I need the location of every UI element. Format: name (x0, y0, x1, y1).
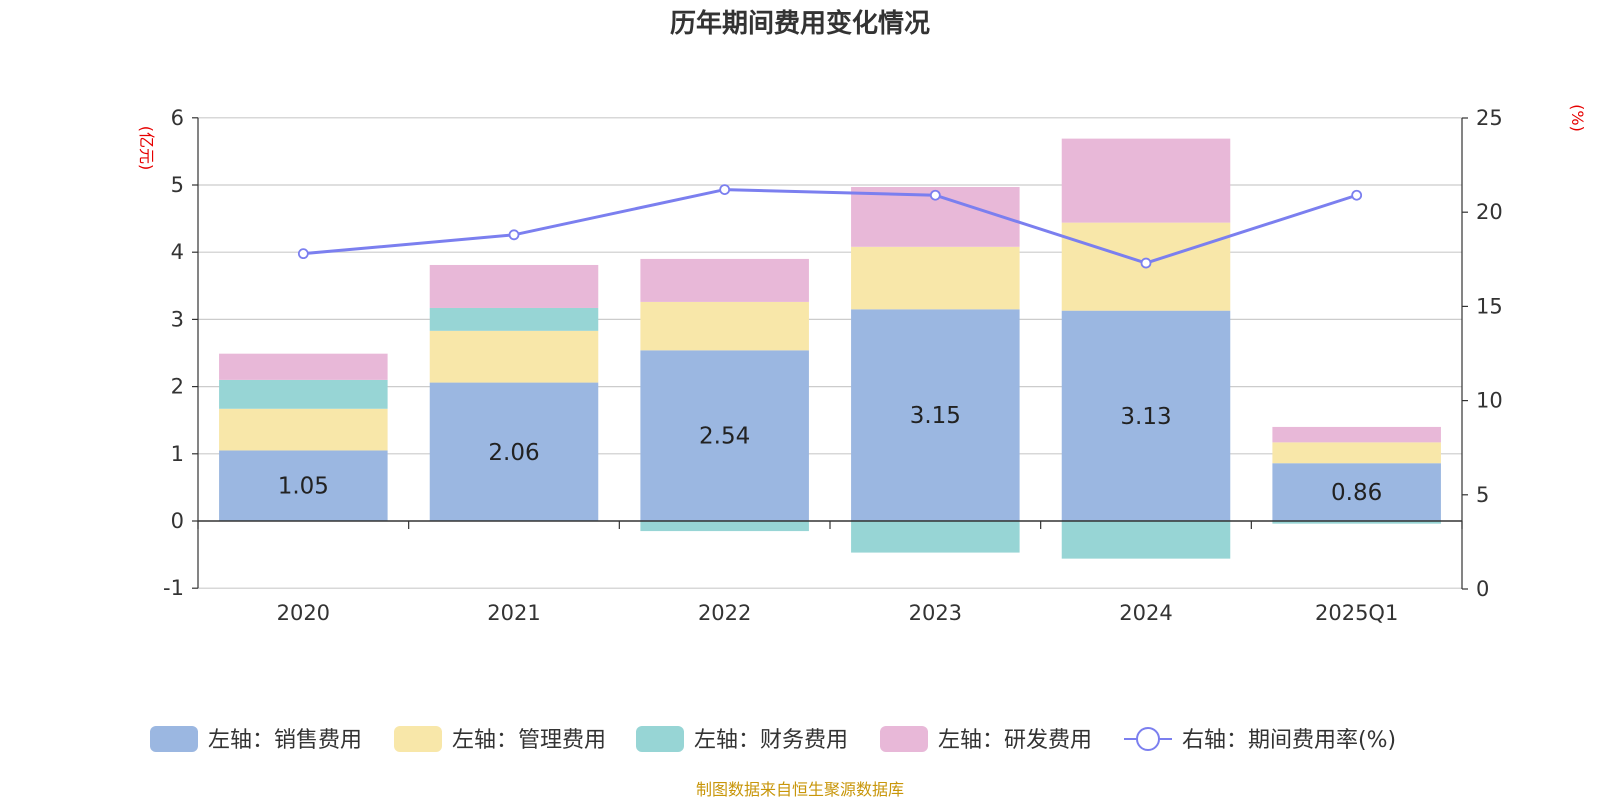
legend-label: 左轴：管理费用 (452, 728, 606, 753)
bar-data-label: 1.05 (278, 474, 329, 500)
x-axis-category-label: 2022 (698, 601, 751, 625)
rate-point (1351, 189, 1363, 201)
bar-data-label: 2.54 (699, 424, 750, 450)
bar-segment (640, 350, 809, 521)
legend-swatch (880, 726, 928, 752)
right-axis-tick-label: 5 (1476, 483, 1489, 507)
legend: 左轴：销售费用 左轴：管理费用 左轴：财务费用 左轴：研发费用 右轴：期间费用率(%) (150, 726, 1396, 753)
right-axis-tick-label: 20 (1476, 200, 1503, 224)
legend-swatch (636, 726, 684, 752)
bar-segment (219, 450, 388, 521)
bar-segment (640, 521, 809, 532)
x-axis-category-label: 2021 (487, 601, 540, 625)
legend-label: 左轴：销售费用 (208, 728, 362, 753)
rate-point (297, 248, 309, 260)
bar-segment (640, 301, 809, 351)
left-axis-tick-label: 3 (171, 307, 184, 331)
bar-data-label: 2.06 (488, 440, 539, 466)
gridlines (198, 117, 1462, 589)
bar-segment (1272, 442, 1441, 464)
bar-data-label: 3.15 (910, 403, 961, 429)
bar-segment (219, 379, 388, 409)
x-axis-category-label: 2023 (909, 601, 962, 625)
legend-swatch (394, 726, 442, 752)
source-note: 制图数据来自恒生聚源数据库 (696, 780, 904, 799)
x-axis-category-label: 2020 (277, 601, 330, 625)
bar-segment (1272, 463, 1441, 521)
legend-marker (1136, 727, 1160, 751)
bar-segment (851, 309, 1020, 521)
bars-group (219, 138, 1441, 559)
legend-label: 左轴：财务费用 (694, 728, 848, 753)
bar-segment (1272, 426, 1441, 443)
left-axis-tick-label: 0 (171, 509, 184, 533)
legend-label: 右轴：期间费用率(%) (1182, 728, 1396, 753)
x-axis-category-label: 2024 (1119, 601, 1172, 625)
rate-line (303, 188, 1358, 265)
bar-labels-group: 1.05 2.06 2.54 3.15 3.13 0.86 (278, 403, 1383, 506)
left-axis-tick-label: 5 (171, 173, 184, 197)
bar-segment (1061, 521, 1231, 559)
left-axis-tick-label: 2 (171, 375, 184, 399)
left-axis-tick-label: 1 (171, 442, 184, 466)
right-axis-tick-label: 10 (1476, 389, 1503, 413)
legend-label: 左轴：研发费用 (938, 728, 1092, 753)
left-axis-tick-label: 6 (171, 106, 184, 130)
bar-segment (851, 246, 1020, 310)
bar-segment (1061, 138, 1231, 223)
left-axis-tick-label: -1 (163, 576, 184, 600)
left-axis-unit: (亿元) (137, 126, 156, 171)
right-axis-unit: (%) (1568, 104, 1587, 132)
right-axis-tick-label: 15 (1476, 294, 1503, 318)
right-axis-tick-label: 25 (1476, 106, 1503, 130)
bar-segment (851, 521, 1020, 553)
bar-data-label: 0.86 (1331, 480, 1382, 506)
x-axis-category-label: 2025Q1 (1315, 601, 1398, 625)
rate-point (1140, 257, 1152, 269)
rate-point (929, 189, 941, 201)
bar-segment (1061, 310, 1231, 521)
left-axis-tick-label: 4 (171, 240, 184, 264)
bar-segment (219, 353, 388, 380)
bar-segment (429, 330, 599, 383)
bar-segment (640, 258, 809, 302)
bar-segment (429, 382, 599, 521)
right-axis-tick-label: 0 (1476, 577, 1489, 601)
rate-line-group (297, 184, 1363, 269)
rate-point (719, 184, 731, 195)
bar-segment (429, 264, 599, 308)
bar-segment (219, 408, 388, 451)
bar-segment (1272, 521, 1441, 524)
chart-title: 历年期间费用变化情况 (670, 8, 930, 39)
bar-data-label: 3.13 (1120, 404, 1171, 430)
bar-segment (429, 307, 599, 331)
legend-swatch (150, 726, 198, 752)
rate-point (508, 229, 520, 241)
